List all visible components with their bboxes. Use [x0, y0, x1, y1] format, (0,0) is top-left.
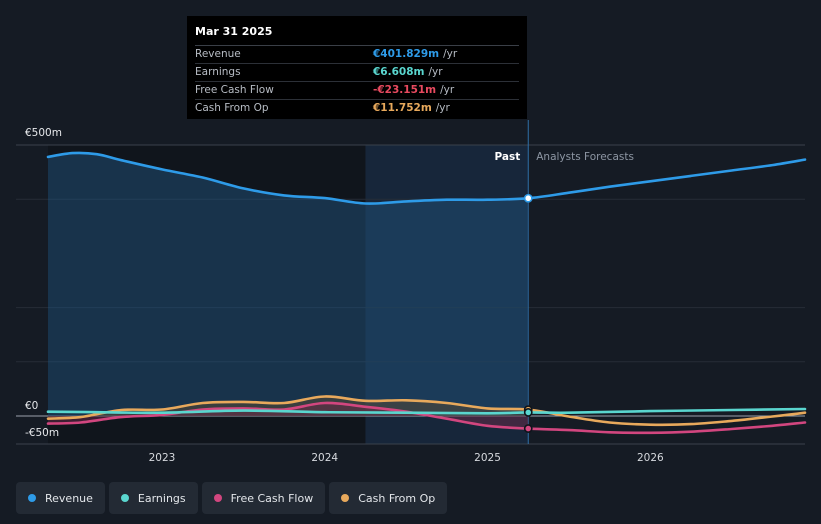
y-tick-label: €0	[25, 400, 38, 412]
revenue-area	[48, 152, 529, 416]
tooltip-label: Free Cash Flow	[195, 84, 274, 96]
data-tooltip: Mar 31 2025 Revenue €401.829m /yr Earnin…	[187, 16, 527, 119]
legend-dot-icon	[120, 494, 129, 502]
tooltip-value: -€23.151m	[373, 84, 437, 96]
legend-dot-icon	[341, 494, 350, 502]
legend-dot-icon	[28, 494, 36, 502]
y-tick-label: €500m	[25, 127, 62, 139]
tooltip-unit: /yr	[428, 66, 443, 78]
legend-item-free-cash-flow[interactable]: Free Cash Flow	[201, 482, 326, 514]
tooltip-value: €401.829m	[373, 48, 440, 60]
revenue-line	[46, 151, 807, 205]
tooltip-label: Earnings	[195, 66, 241, 78]
x-tick-label: 2025	[474, 452, 501, 464]
tooltip-row-revenue: Revenue €401.829m /yr	[195, 46, 519, 64]
tooltip-unit: /yr	[435, 102, 450, 114]
tooltip-date: Mar 31 2025	[195, 23, 519, 46]
tooltip-row-free-cash-flow: Free Cash Flow -€23.151m /yr	[195, 82, 519, 100]
tooltip-label: Cash From Op	[195, 102, 269, 114]
tooltip-row-earnings: Earnings €6.608m /yr	[195, 64, 519, 82]
legend-item-cash-from-op[interactable]: Cash From Op	[329, 482, 448, 514]
y-tick-label: -€50m	[25, 427, 59, 439]
tooltip-value: €6.608m	[373, 66, 425, 78]
earnings-line	[46, 407, 807, 415]
cash-from-op-line	[46, 395, 807, 427]
x-tick-label: 2023	[149, 452, 176, 464]
tooltip-unit: /yr	[443, 48, 458, 60]
legend-item-revenue[interactable]: Revenue	[16, 482, 105, 514]
tooltip-unit: /yr	[440, 84, 455, 96]
tooltip-value: €11.752m	[373, 102, 432, 114]
legend-dot-icon	[213, 494, 222, 502]
revenue-marker	[523, 193, 533, 203]
free-cash-flow-marker	[523, 424, 533, 433]
legend-label: Earnings	[137, 491, 186, 505]
x-tick-label: 2024	[311, 452, 338, 464]
tooltip-label: Revenue	[195, 48, 241, 60]
forecast-label: Analysts Forecasts	[536, 151, 634, 163]
free-cash-flow-line	[46, 401, 807, 435]
legend-label: Free Cash Flow	[230, 491, 314, 505]
tooltip-row-cash-from-op: Cash From Op €11.752m /yr	[195, 100, 519, 117]
legend-label: Revenue	[45, 491, 93, 505]
legend-label: Cash From Op	[358, 491, 436, 505]
earnings-marker	[523, 408, 533, 417]
free-cash-flow-area	[48, 402, 529, 429]
x-tick-label: 2026	[637, 452, 664, 464]
legend-item-earnings[interactable]: Earnings	[108, 482, 198, 514]
past-label: Past	[494, 151, 520, 163]
chart-legend: Revenue Earnings Free Cash Flow Cash Fro…	[16, 482, 451, 514]
